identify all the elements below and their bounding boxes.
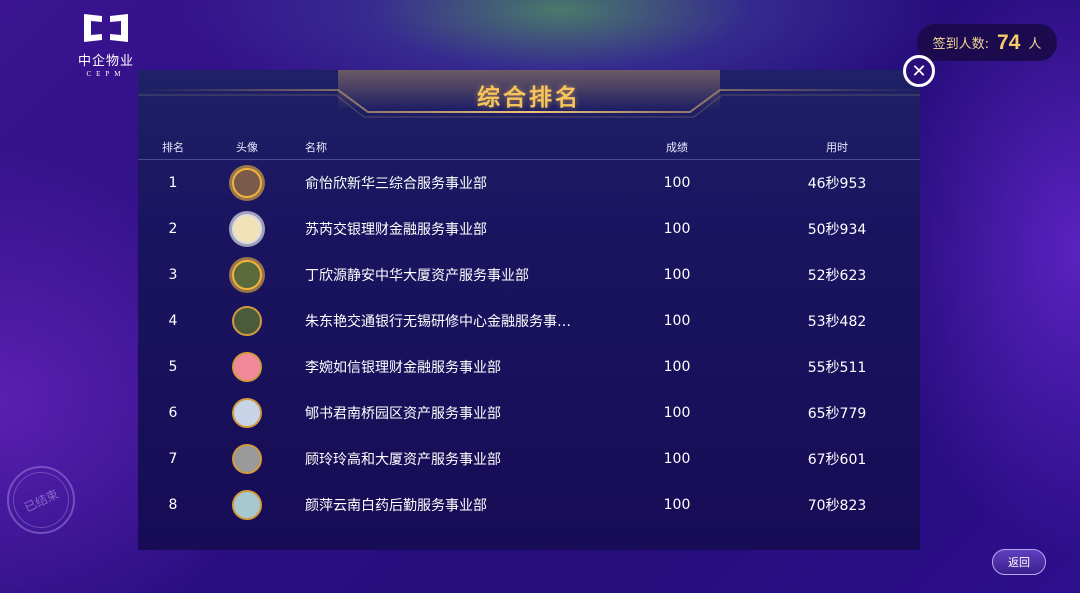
ranking-panel: 综合排名 排名 头像 名称 成绩 用时 1 俞怡欣新华三综合服务事业部 100 … [138, 70, 920, 550]
rank: 2 [168, 221, 178, 237]
header-name: 名称 [305, 140, 327, 154]
avatar-image [232, 398, 262, 428]
close-icon: ✕ [911, 60, 927, 82]
participant-name: 郇书君南桥园区资产服务事业部 [305, 406, 501, 422]
page-title: 综合排名 [477, 85, 581, 111]
participant-name: 苏芮交银理财金融服务事业部 [305, 222, 487, 238]
avatar [227, 168, 267, 198]
header-score: 成绩 [666, 140, 688, 154]
avatar [227, 398, 267, 428]
table-row: 6 郇书君南桥园区资产服务事业部 100 65秒779 [138, 390, 920, 436]
header-rank: 排名 [162, 140, 184, 154]
time-used: 53秒482 [807, 314, 867, 330]
table-header: 排名 头像 名称 成绩 用时 [138, 132, 920, 160]
avatar-image [232, 306, 262, 336]
header-avatar: 头像 [236, 140, 258, 154]
score: 100 [663, 405, 691, 421]
participant-name: 李婉如信银理财金融服务事业部 [305, 360, 501, 376]
rank: 3 [168, 267, 178, 283]
avatar [227, 260, 267, 290]
signin-count-badge: 签到人数: 74 人 [917, 24, 1057, 61]
time-used: 52秒623 [807, 268, 867, 284]
time-used: 70秒823 [807, 498, 867, 514]
avatar-image [232, 260, 262, 290]
participant-name: 俞怡欣新华三综合服务事业部 [305, 176, 487, 192]
rank: 6 [168, 405, 178, 421]
back-button[interactable]: 返回 [992, 549, 1046, 575]
title-banner: 综合排名 [138, 70, 920, 130]
header-time: 用时 [826, 140, 848, 154]
signin-unit: 人 [1028, 37, 1042, 52]
logo-mark-icon [84, 14, 128, 42]
avatar-image [232, 352, 262, 382]
score: 100 [663, 451, 691, 467]
avatar-image [232, 214, 262, 244]
table-row: 2 苏芮交银理财金融服务事业部 100 50秒934 [138, 206, 920, 252]
participant-name: 朱东艳交通银行无锡研修中心金融服务事… [305, 314, 571, 330]
ended-stamp: 已结束 [3, 462, 79, 538]
table-row: 7 顾玲玲高和大厦资产服务事业部 100 67秒601 [138, 436, 920, 482]
score: 100 [663, 313, 691, 329]
logo: 中企物业 CEPM [74, 12, 138, 78]
score: 100 [663, 221, 691, 237]
logo-text-cn: 中企物业 [77, 54, 134, 69]
rank: 5 [168, 359, 178, 375]
avatar-image [232, 168, 262, 198]
score: 100 [663, 175, 691, 191]
participant-name: 顾玲玲高和大厦资产服务事业部 [305, 452, 501, 468]
rank: 7 [168, 451, 178, 467]
time-used: 55秒511 [807, 360, 867, 376]
avatar [227, 306, 267, 336]
table-row: 8 颜萍云南白药后勤服务事业部 100 70秒823 [138, 482, 920, 528]
score: 100 [663, 267, 691, 283]
avatar [227, 490, 267, 520]
title-frame-decoration [138, 70, 920, 118]
avatar-image [232, 444, 262, 474]
participant-name: 颜萍云南白药后勤服务事业部 [305, 498, 487, 514]
rank: 4 [168, 313, 178, 329]
table-row: 4 朱东艳交通银行无锡研修中心金融服务事… 100 53秒482 [138, 298, 920, 344]
logo-text-en: CEPM [86, 70, 126, 78]
rank: 1 [168, 175, 178, 191]
time-used: 50秒934 [807, 222, 867, 238]
avatar [227, 214, 267, 244]
time-used: 67秒601 [807, 452, 867, 468]
avatar [227, 444, 267, 474]
time-used: 46秒953 [807, 176, 867, 192]
table-row: 1 俞怡欣新华三综合服务事业部 100 46秒953 [138, 160, 920, 206]
participant-name: 丁欣源静安中华大厦资产服务事业部 [305, 268, 529, 284]
table-row: 3 丁欣源静安中华大厦资产服务事业部 100 52秒623 [138, 252, 920, 298]
signin-count: 74 [997, 30, 1021, 54]
avatar-image [232, 490, 262, 520]
score: 100 [663, 497, 691, 513]
time-used: 65秒779 [807, 406, 867, 422]
close-button[interactable]: ✕ [903, 55, 935, 87]
rank: 8 [168, 497, 178, 513]
score: 100 [663, 359, 691, 375]
avatar [227, 352, 267, 382]
table-row: 5 李婉如信银理财金融服务事业部 100 55秒511 [138, 344, 920, 390]
stamp-text: 已结束 [3, 462, 79, 538]
signin-label: 签到人数: [932, 37, 989, 52]
